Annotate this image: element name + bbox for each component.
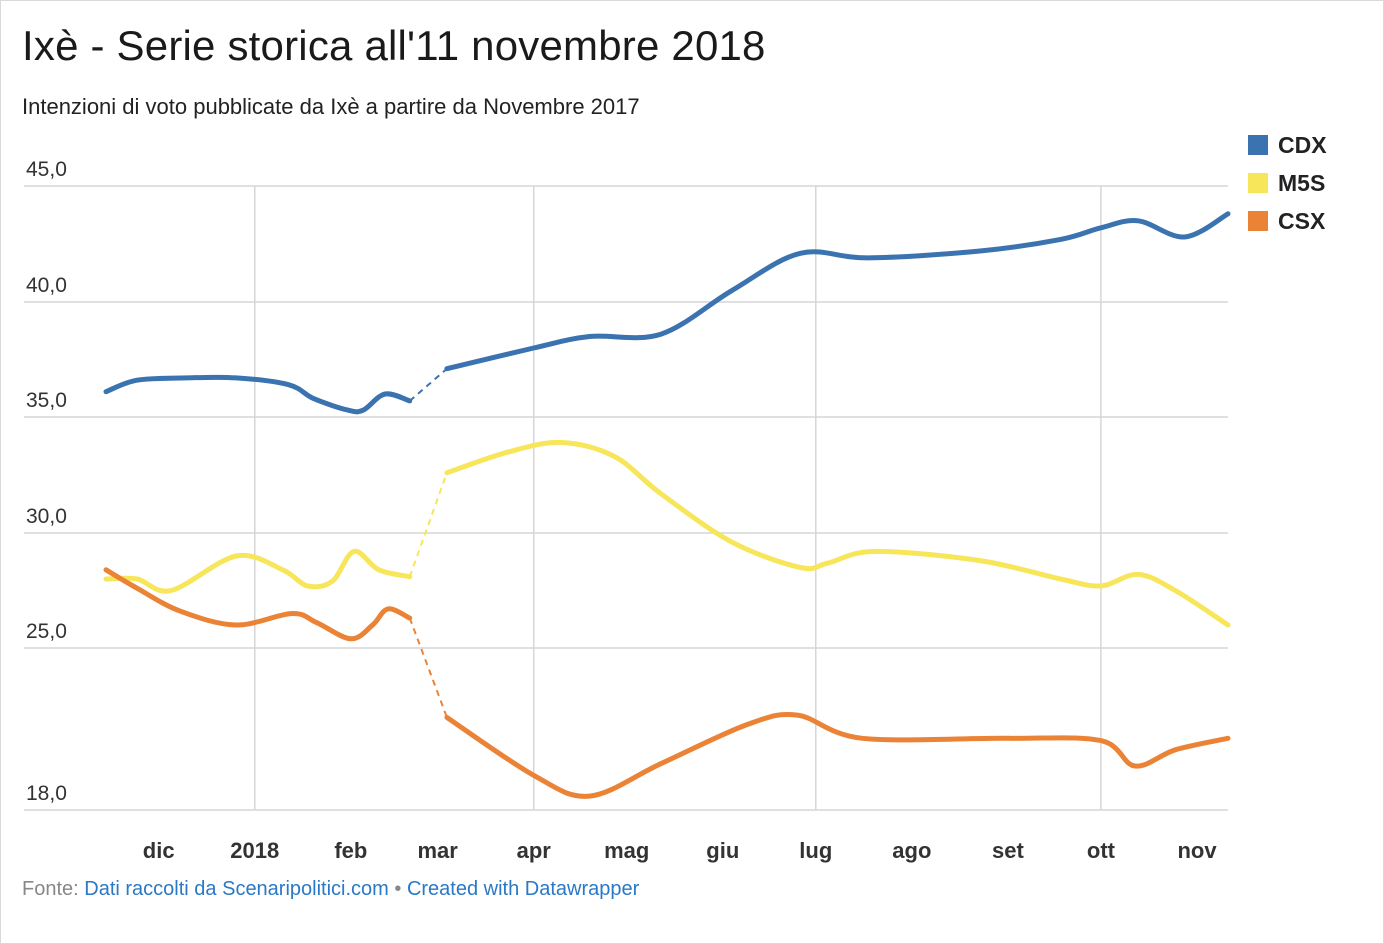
y-tick-label: 45,0 — [26, 158, 67, 181]
legend-item-csx: CSX — [1248, 202, 1327, 240]
y-tick-label: 35,0 — [26, 389, 67, 412]
y-tick-label: 40,0 — [26, 274, 67, 297]
series-gap-csx — [408, 617, 448, 718]
footer-separator: • — [388, 878, 407, 900]
x-tick-label: ott — [1087, 838, 1116, 863]
x-tick-label: dic — [143, 838, 175, 863]
x-tick-label: mar — [417, 838, 458, 863]
x-tick-label: mag — [604, 838, 649, 863]
chart-title: Ixè - Serie storica all'11 novembre 2018 — [22, 22, 766, 69]
source-prefix: Fonte: — [22, 878, 85, 900]
legend-swatch-csx — [1248, 211, 1268, 231]
x-tick-label: nov — [1177, 838, 1217, 863]
y-axis-labels: 18,0 25,0 30,0 35,0 40,0 45,0 — [26, 158, 67, 805]
series-gap-m5s — [408, 472, 448, 578]
x-tick-label: feb — [334, 838, 367, 863]
x-tick-label: ago — [892, 838, 931, 863]
x-axis-labels: dic 2018 feb mar apr mag giu lug ago set ott nov — [143, 838, 1218, 863]
x-tick-label: 2018 — [230, 838, 279, 863]
series-line-csx — [444, 711, 1231, 799]
x-tick-label: set — [992, 838, 1024, 863]
legend-label-csx: CSX — [1278, 207, 1326, 234]
x-tick-label: lug — [799, 838, 832, 863]
legend-swatch-cdx — [1248, 135, 1268, 155]
series-line-csx — [103, 567, 413, 642]
y-tick-label: 30,0 — [26, 505, 67, 528]
gridlines — [24, 185, 1228, 811]
legend-label-cdx: CDX — [1278, 131, 1327, 158]
footer: Fonte: Dati raccolti da Scenaripolitici.… — [22, 878, 639, 901]
source-link[interactable]: Dati raccolti da Scenaripolitici.com — [84, 878, 389, 900]
series-line-cdx — [103, 374, 413, 415]
legend-item-m5s: M5S — [1248, 164, 1327, 202]
series-line-m5s — [444, 439, 1231, 628]
legend-label-m5s: M5S — [1278, 169, 1326, 196]
x-tick-label: apr — [517, 838, 552, 863]
legend: CDX M5S CSX — [1248, 126, 1327, 240]
legend-item-cdx: CDX — [1248, 126, 1327, 164]
legend-swatch-m5s — [1248, 173, 1268, 193]
datawrapper-link[interactable]: Created with Datawrapper — [406, 878, 640, 900]
series-line-cdx — [444, 211, 1231, 372]
chart-subtitle: Intenzioni di voto pubblicate da Ixè a p… — [22, 94, 640, 119]
y-tick-label: 18,0 — [26, 782, 67, 805]
series-lines — [103, 211, 1231, 799]
y-tick-label: 25,0 — [26, 620, 67, 643]
series-gap-cdx — [409, 367, 448, 402]
series-line-m5s — [103, 548, 413, 594]
x-tick-label: giu — [706, 838, 739, 863]
